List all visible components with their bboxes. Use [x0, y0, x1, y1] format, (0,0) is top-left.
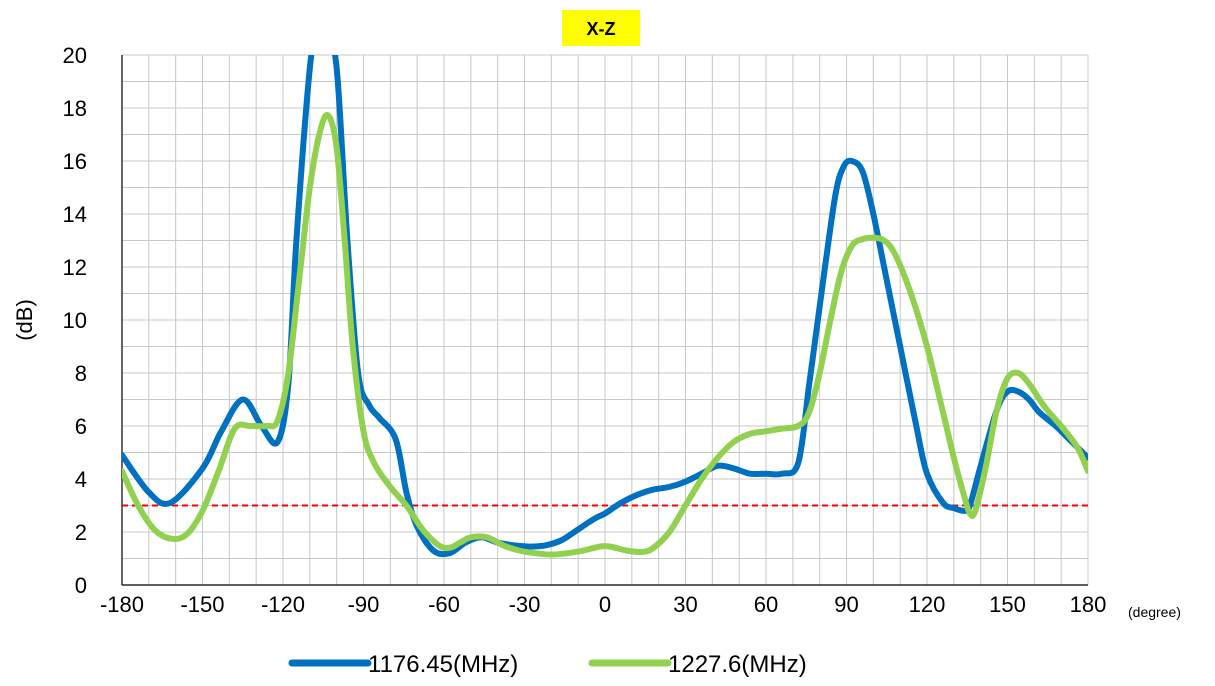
y-tick-label: 16 [63, 149, 87, 174]
x-tick-label: 180 [1070, 592, 1107, 617]
y-tick-label: 14 [63, 202, 87, 227]
legend-label-1: 1176.45(MHz) [368, 651, 518, 678]
x-tick-label: -150 [180, 592, 224, 617]
y-tick-label: 12 [63, 255, 87, 280]
x-tick-label: 60 [754, 592, 778, 617]
x-tick-label: 30 [673, 592, 697, 617]
y-tick-label: 8 [75, 361, 87, 386]
x-tick-label: 0 [599, 592, 611, 617]
chart-title-background [562, 10, 640, 46]
y-tick-label: 18 [63, 96, 87, 121]
legend-label-2: 1227.6(MHz) [668, 651, 807, 678]
y-axis-ticks: 0 2 4 6 8 10 12 14 16 18 20 [63, 43, 87, 598]
x-tick-label: 90 [834, 592, 858, 617]
plot-axes [121, 55, 1088, 586]
x-axis-ticks: -180 -150 -120 -90 -60 -30 0 30 60 90 120 150 180 [100, 592, 1106, 617]
y-tick-label: 0 [75, 573, 87, 598]
x-tick-label: -30 [509, 592, 541, 617]
series-group [122, 55, 1088, 558]
chart-title: X-Z [587, 19, 616, 39]
x-tick-label: -120 [261, 592, 305, 617]
series-line-1 [122, 55, 1088, 558]
y-tick-label: 4 [75, 467, 87, 492]
x-tick-label: 120 [909, 592, 946, 617]
x-tick-label: -180 [100, 592, 144, 617]
legend: 1176.45(MHz) 1227.6(MHz) [288, 651, 807, 678]
y-tick-label: 2 [75, 520, 87, 545]
series-line-2 [122, 112, 1088, 558]
x-tick-label: -60 [428, 592, 460, 617]
x-axis-unit-label: (degree) [1128, 604, 1181, 620]
x-tick-label: -90 [348, 592, 380, 617]
y-axis-title: (dB) [12, 299, 37, 341]
y-tick-label: 6 [75, 414, 87, 439]
y-tick-label: 10 [63, 308, 87, 333]
y-tick-label: 20 [63, 43, 87, 68]
x-tick-label: 150 [989, 592, 1026, 617]
